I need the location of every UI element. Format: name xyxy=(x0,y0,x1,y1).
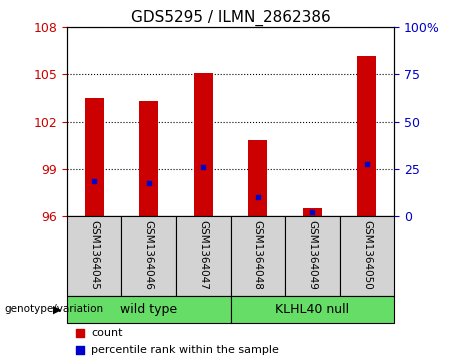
Title: GDS5295 / ILMN_2862386: GDS5295 / ILMN_2862386 xyxy=(130,10,331,26)
Bar xyxy=(121,216,176,296)
Text: GSM1364048: GSM1364048 xyxy=(253,220,263,290)
Point xyxy=(76,330,83,336)
Bar xyxy=(230,296,394,323)
Bar xyxy=(303,208,322,216)
Text: GSM1364046: GSM1364046 xyxy=(144,220,154,290)
Bar xyxy=(67,296,230,323)
Bar xyxy=(285,216,340,296)
Text: GSM1364045: GSM1364045 xyxy=(89,220,99,290)
Text: genotype/variation: genotype/variation xyxy=(5,305,104,314)
Point xyxy=(363,161,371,167)
Bar xyxy=(176,216,230,296)
Text: ▶: ▶ xyxy=(53,305,62,314)
Point xyxy=(90,179,98,184)
Point xyxy=(145,180,152,186)
Text: KLHL40 null: KLHL40 null xyxy=(275,303,349,316)
Text: count: count xyxy=(91,328,123,338)
Text: wild type: wild type xyxy=(120,303,177,316)
Text: GSM1364050: GSM1364050 xyxy=(362,220,372,290)
Point xyxy=(309,209,316,215)
Text: GSM1364047: GSM1364047 xyxy=(198,220,208,290)
Text: GSM1364049: GSM1364049 xyxy=(307,220,317,290)
Bar xyxy=(139,101,158,216)
Bar xyxy=(84,98,104,216)
Bar xyxy=(230,216,285,296)
Bar xyxy=(357,56,377,216)
Bar xyxy=(194,73,213,216)
Text: percentile rank within the sample: percentile rank within the sample xyxy=(91,345,279,355)
Bar xyxy=(67,216,121,296)
Bar xyxy=(248,140,267,216)
Point xyxy=(254,194,261,200)
Point xyxy=(200,164,207,170)
Bar xyxy=(340,216,394,296)
Point xyxy=(76,347,83,353)
